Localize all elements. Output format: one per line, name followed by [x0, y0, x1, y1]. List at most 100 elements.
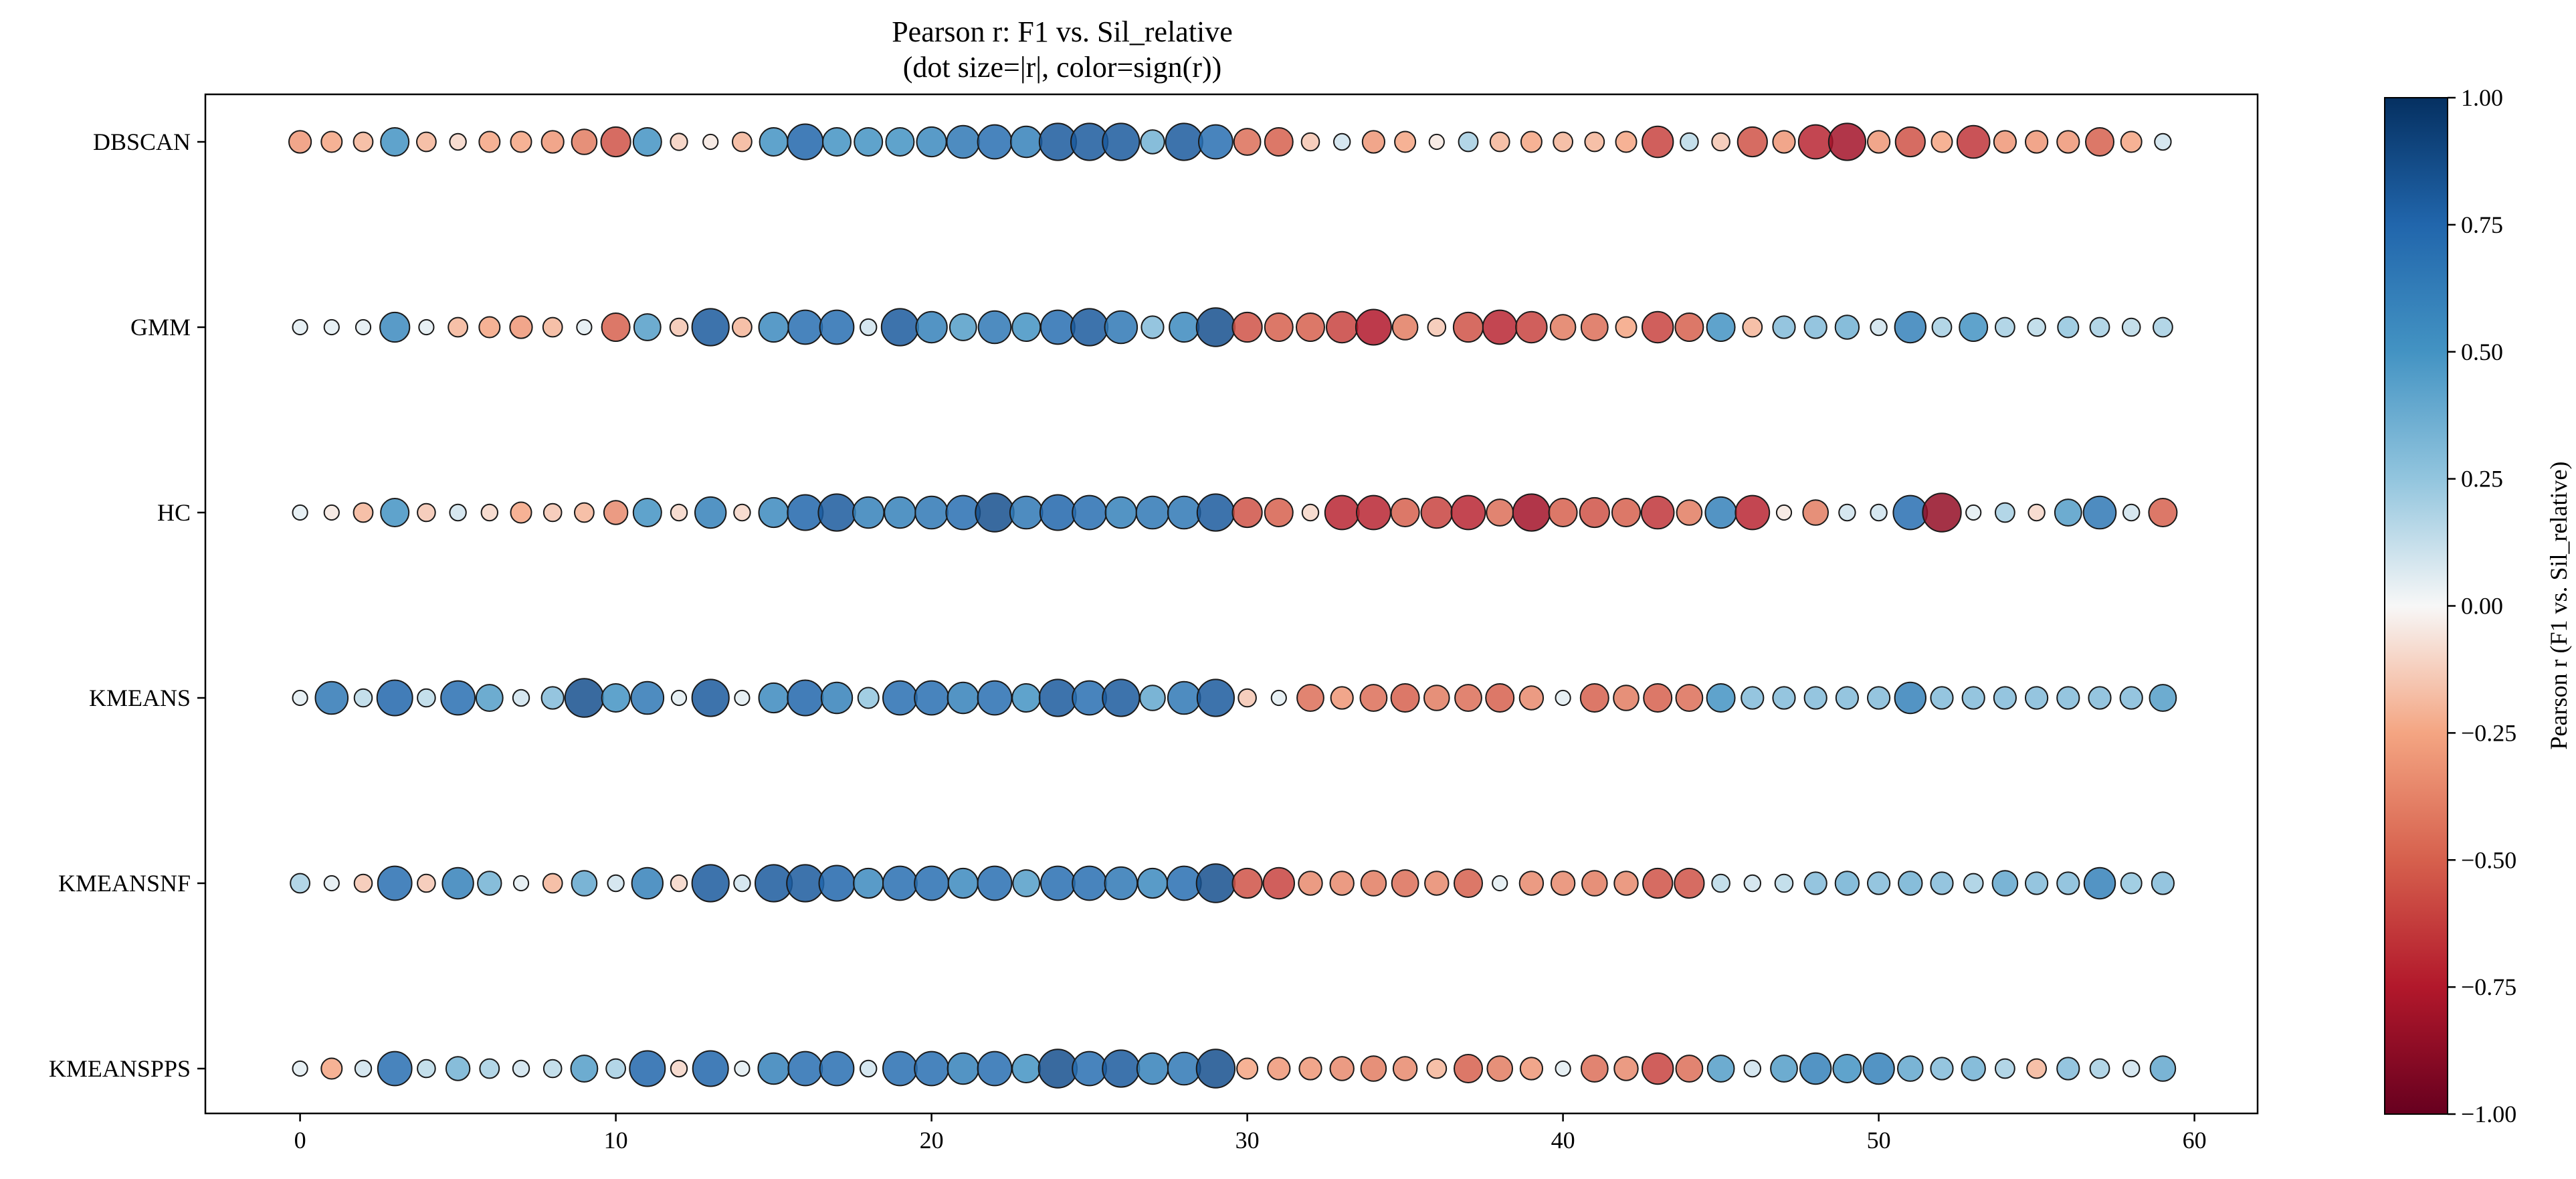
data-point	[1772, 315, 1796, 339]
data-point	[1548, 498, 1578, 527]
data-point	[1770, 1055, 1798, 1083]
data-point	[1458, 131, 1479, 153]
colorbar-tick-label: −1.00	[2461, 1101, 2516, 1127]
data-point	[914, 1051, 949, 1087]
data-point	[758, 496, 789, 529]
data-point	[1518, 871, 1545, 896]
data-point	[1392, 1056, 1418, 1081]
data-point	[1930, 871, 1954, 895]
data-point	[1329, 871, 1355, 896]
data-point	[478, 130, 501, 153]
data-point	[1643, 683, 1673, 713]
data-point	[2153, 316, 2173, 338]
data-point	[2056, 130, 2080, 154]
data-point	[1835, 686, 1859, 710]
data-point	[2120, 872, 2143, 895]
data-point	[1196, 493, 1235, 532]
data-point	[1011, 1054, 1042, 1083]
data-point	[542, 1059, 563, 1079]
data-point	[1922, 492, 1962, 533]
data-point	[732, 316, 753, 338]
data-point	[2148, 498, 2178, 527]
data-point	[1834, 871, 1860, 896]
data-point	[1102, 1049, 1141, 1088]
data-point	[1298, 1057, 1322, 1081]
data-point	[1611, 498, 1641, 527]
data-point	[607, 874, 625, 893]
data-point	[1450, 494, 1486, 531]
data-point	[1330, 686, 1354, 710]
data-point	[1870, 318, 1888, 337]
data-point	[1642, 310, 1674, 344]
data-point	[1104, 866, 1138, 901]
data-point	[669, 317, 689, 337]
data-point	[1515, 310, 1548, 344]
data-point	[631, 867, 664, 900]
data-point	[1301, 503, 1320, 522]
data-point	[947, 867, 979, 899]
data-point	[1420, 496, 1454, 529]
data-point	[1832, 1054, 1862, 1083]
data-point	[977, 124, 1013, 160]
data-point	[2082, 495, 2117, 530]
data-point	[1706, 1055, 1735, 1083]
series-kmeansnf	[290, 863, 2175, 903]
data-point	[1965, 504, 1982, 521]
data-point	[1894, 126, 1926, 158]
data-point	[854, 127, 884, 157]
data-point	[880, 308, 920, 347]
data-point	[1898, 871, 1923, 896]
data-point	[1428, 133, 1445, 151]
data-point	[1743, 874, 1762, 893]
data-point	[510, 130, 532, 153]
data-point	[1485, 683, 1515, 713]
data-point	[2025, 686, 2049, 710]
data-point	[1838, 503, 1856, 522]
data-point	[914, 495, 949, 530]
data-point	[1298, 871, 1323, 896]
data-point	[1518, 685, 1545, 711]
data-point	[417, 688, 436, 708]
data-point	[691, 308, 730, 347]
data-point	[1267, 1057, 1291, 1081]
data-point	[603, 500, 629, 525]
data-point	[570, 1055, 599, 1083]
data-point	[1390, 498, 1420, 527]
data-point	[758, 311, 789, 343]
data-point	[819, 309, 855, 345]
data-point	[1231, 311, 1263, 343]
data-point	[946, 124, 981, 159]
data-point	[292, 319, 308, 336]
data-point	[857, 687, 880, 709]
data-point	[1072, 1051, 1107, 1087]
data-point	[1995, 502, 2015, 523]
data-point	[860, 1059, 878, 1078]
y-tick-label: KMEANS	[89, 685, 191, 711]
data-point	[759, 127, 789, 157]
data-point	[2149, 684, 2177, 712]
data-point	[449, 503, 467, 522]
data-point	[1704, 496, 1737, 529]
data-point	[380, 498, 410, 527]
data-point	[1102, 122, 1141, 161]
data-point	[292, 689, 308, 707]
data-point	[734, 1060, 751, 1077]
series-hc	[292, 492, 2178, 533]
data-point	[852, 496, 885, 529]
data-point	[2122, 503, 2141, 522]
colorbar-tick-label: −0.50	[2461, 846, 2516, 873]
data-point	[2054, 498, 2082, 527]
data-point	[1040, 309, 1076, 345]
data-point	[1296, 684, 1324, 712]
data-point	[734, 689, 751, 707]
data-point	[1360, 870, 1387, 897]
data-point	[670, 132, 688, 151]
data-point	[1167, 495, 1201, 530]
data-point	[1956, 124, 1991, 159]
colorbar-tick-label: 1.00	[2461, 84, 2503, 111]
data-point	[1963, 873, 1984, 894]
data-point	[1360, 1055, 1387, 1082]
data-point	[1264, 312, 1294, 342]
data-point	[479, 1058, 500, 1079]
chart-subtitle: (dot size=|r|, color=sign(r))	[903, 51, 1222, 84]
